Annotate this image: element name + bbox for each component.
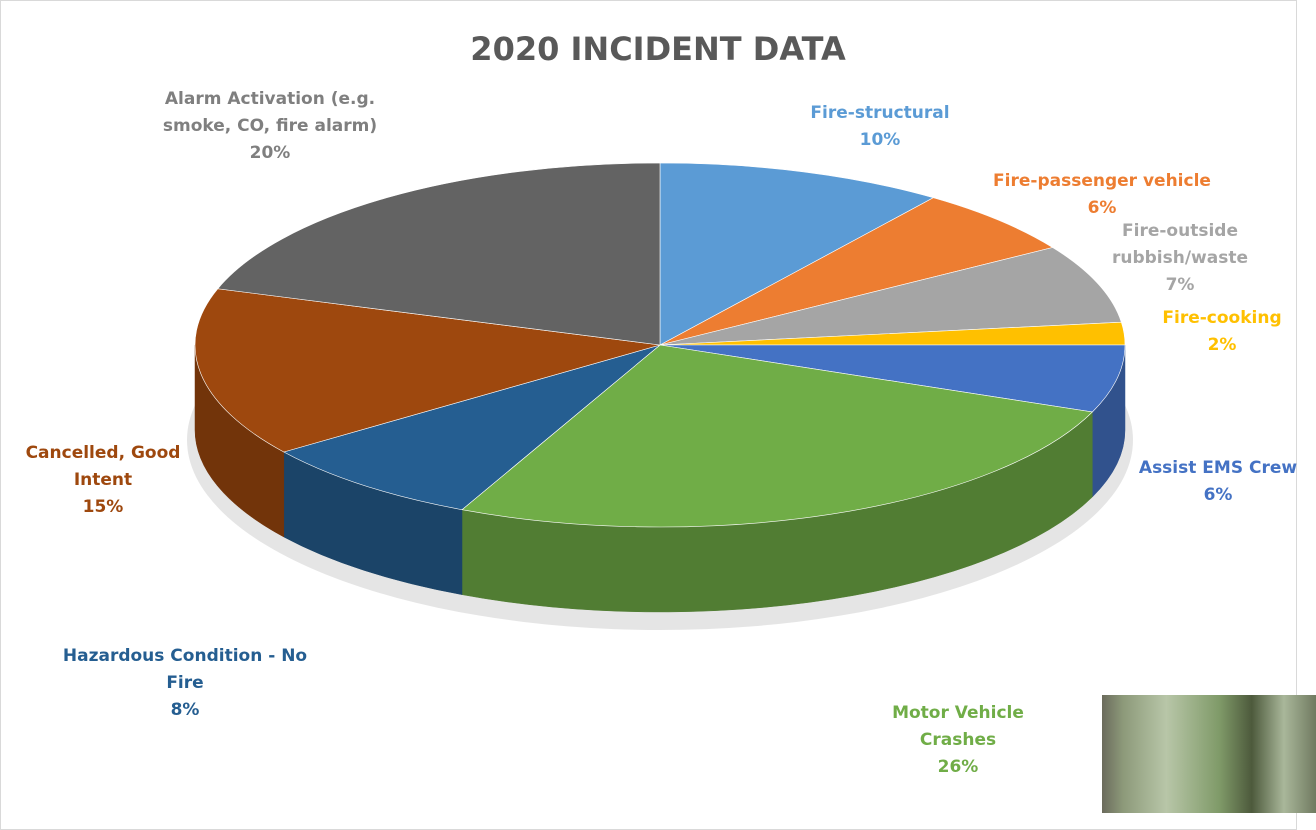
category-label: Fire-outside rubbish/waste [1095, 218, 1265, 272]
category-label: Assist EMS Crew [1123, 455, 1313, 482]
category-label: Cancelled, Good Intent [8, 440, 198, 494]
photo-thumbnail [1102, 695, 1316, 813]
category-label: Alarm Activation (e.g. smoke, CO, fire a… [140, 86, 400, 140]
chart: 2020 INCIDENT DATA Fire-structural10%Fir… [0, 0, 1316, 813]
category-label: Fire-cooking [1147, 305, 1297, 332]
value-label: 8% [55, 697, 315, 724]
value-label: 7% [1095, 272, 1265, 299]
category-label: Fire-passenger vehicle [962, 168, 1242, 195]
data-label: Alarm Activation (e.g. smoke, CO, fire a… [140, 86, 400, 167]
value-label: 20% [140, 140, 400, 167]
category-label: Hazardous Condition - No Fire [55, 643, 315, 697]
value-label: 2% [1147, 332, 1297, 359]
category-label: Motor Vehicle Crashes [858, 700, 1058, 754]
value-label: 6% [1123, 482, 1313, 509]
value-label: 26% [858, 754, 1058, 781]
category-label: Fire-structural [780, 100, 980, 127]
value-label: 10% [780, 127, 980, 154]
value-label: 15% [8, 494, 198, 521]
